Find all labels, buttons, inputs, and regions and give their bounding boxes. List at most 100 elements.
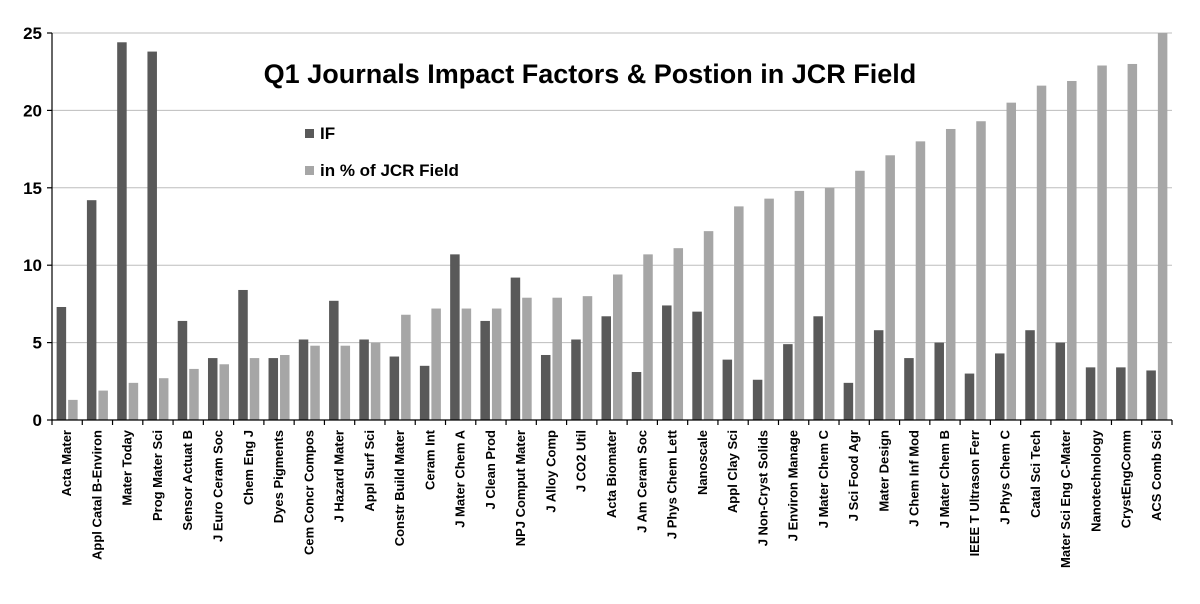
bar-if [389,356,400,420]
x-tick-label: Appl Catal B-Environ [89,430,104,560]
bar-jcr-percent [431,308,441,420]
bar-jcr-percent [552,297,562,420]
bar-jcr-percent [310,345,320,420]
bar-jcr-percent [885,155,895,421]
chart-title: Q1 Journals Impact Factors & Postion in … [264,59,917,89]
bar-jcr-percent [613,274,623,420]
bar-if [298,339,309,420]
bar-jcr-percent [280,354,290,420]
x-tick-label: J Phys Chem C [998,429,1013,524]
bar-if [843,382,854,420]
bar-if [480,320,490,420]
bar-if [359,339,369,420]
bar-jcr-percent [794,190,805,420]
y-tick-label: 5 [33,334,42,353]
legend-label-if: IF [320,124,335,143]
x-tick-label: CrystEngComm [1119,430,1134,528]
x-tick-label: J Phys Chem Lett [665,429,680,539]
bar-jcr-percent [643,254,653,420]
y-tick-label: 25 [23,24,42,43]
axes [47,32,1173,425]
bar-if [419,365,430,420]
bar-if [177,320,188,420]
bar-jcr-percent [1036,85,1047,421]
x-tick-label: J Environ Manage [786,430,801,541]
bar-if [86,200,97,420]
bar-jcr-percent [158,378,169,420]
bar-jcr-percent [734,206,744,420]
bar-jcr-percent [824,187,835,420]
x-tick-label: J Non-Cryst Solids [755,430,770,546]
x-tick-labels: Acta Mater Appl Catal B-Environ Mater Toda… [59,429,1164,568]
bar-jcr-percent [915,141,926,421]
bar-if [329,300,339,420]
bar-jcr-percent [491,308,502,420]
bar-jcr-percent [764,198,774,420]
bar-if [934,342,944,420]
bar-jcr-percent [855,170,865,420]
x-tick-label: Acta Mater [59,430,74,496]
x-tick-label: Mater Sci Eng C-Mater [1058,430,1073,568]
bar-jcr-percent [98,390,108,420]
legend-swatch-jcr [305,166,314,175]
legend-swatch-if [305,129,314,138]
x-tick-label: Appl Clay Sci [725,430,740,513]
bar-if [1146,370,1156,420]
x-tick-label: Nanotechnology [1088,429,1103,532]
bar-jcr-percent [703,231,714,420]
legend-label-jcr: in % of JCR Field [320,161,459,180]
x-tick-label: ACS Comb Sci [1149,430,1164,521]
bar-if [904,358,914,420]
bar-if [964,373,975,420]
bar-if [783,344,793,420]
x-tick-label: Prog Mater Sci [150,430,165,521]
bar-jcr-percent [673,248,684,420]
x-tick-label: Ceram Int [422,429,437,490]
x-tick-label: IEEE T Ultrason Ferr [967,430,982,556]
bar-if [268,358,279,420]
y-tick-labels: 0 5 10 15 20 25 [23,24,42,430]
x-tick-label: Appl Surf Sci [362,430,377,512]
x-tick-label: J Hazard Mater [332,430,347,522]
bar-if [995,353,1005,420]
bar-jcr-percent [68,399,78,420]
x-tick-label: J Chem Inf Mod [907,430,922,527]
bar-if [450,254,460,420]
bar-if [752,379,763,420]
bar-jcr-percent [522,297,532,420]
bar-jcr-percent [189,368,199,420]
bar-if [117,42,127,421]
x-tick-label: Sensor Actuat B [180,430,195,531]
legend: IF in % of JCR Field [305,124,459,180]
bar-if [873,330,884,420]
x-tick-label: Nanoscale [695,430,710,495]
x-tick-label: Chem Eng J [241,430,256,505]
bar-jcr-percent [945,128,956,420]
x-tick-label: J Mater Chem B [937,430,952,528]
bar-if [692,311,702,420]
x-tick-label: J Mater Chem C [816,429,831,528]
x-tick-label: J Clean Prod [483,430,498,510]
x-tick-label: Constr Build Mater [392,430,407,546]
bar-jcr-percent [401,314,411,420]
y-tick-label: 10 [23,256,42,275]
bars [56,33,1168,421]
bar-jcr-percent [1127,63,1138,421]
bar-if [813,316,823,420]
x-tick-label: J CO2 Util [574,430,589,492]
y-tick-label: 15 [23,179,42,198]
y-tick-label: 20 [23,101,42,120]
x-tick-label: J Am Ceram Soc [634,430,649,533]
bar-if [147,51,157,421]
x-tick-label: Catal Sci Tech [1028,430,1043,518]
bar-jcr-percent [1097,65,1107,421]
bar-if [207,358,218,420]
x-tick-label: Dyes Pigments [271,430,286,523]
x-tick-label: Cem Concr Compos [301,430,316,555]
bar-if [631,372,642,420]
bar-jcr-percent [128,382,139,420]
bar-jcr-percent [976,121,986,421]
bar-if [1025,330,1035,420]
bar-if [56,306,67,420]
